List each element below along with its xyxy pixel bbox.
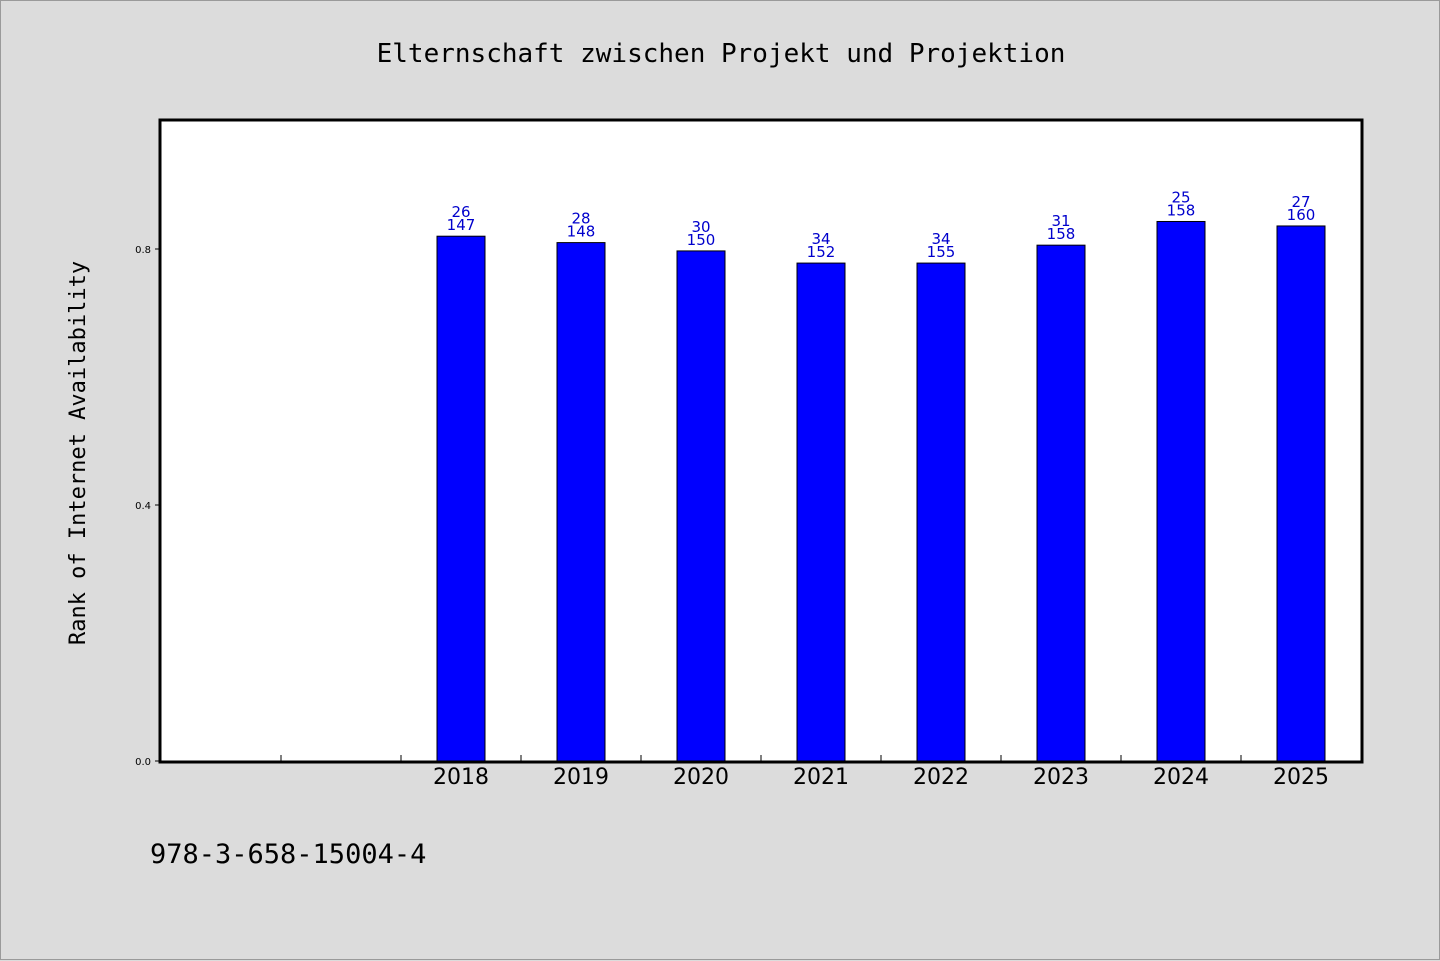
x-tick-label: 2024 (1153, 765, 1209, 790)
bar-value-label-top: 34 (811, 230, 830, 248)
x-tick-label: 2025 (1273, 765, 1329, 790)
bar (1276, 225, 1326, 762)
x-tick-label: 2018 (433, 765, 489, 790)
bar (1156, 220, 1206, 762)
x-tick-label: 2023 (1033, 765, 1089, 790)
axis-ticks: 0.0 0.4 0.8 2018 2019 2020 2021 2022 2023 2024 202… (135, 245, 1329, 790)
x-tick-label: 2021 (793, 765, 849, 790)
x-tick-label: 2019 (553, 765, 609, 790)
bar-value-label-bottom: 152 (807, 243, 836, 261)
bar (1036, 244, 1086, 762)
x-tick-label: 2020 (673, 765, 729, 790)
bar-value-label-top: 25 (1171, 188, 1190, 206)
bar-value-label-bottom: 155 (927, 243, 956, 261)
bar-value-label-bottom: 160 (1287, 206, 1316, 224)
bar-value-label-bottom: 158 (1047, 225, 1076, 243)
y-tick-label: 0.4 (135, 501, 151, 512)
plot-frame (158, 118, 1364, 764)
bar-value-label-bottom: 147 (447, 216, 476, 234)
y-tick-label: 0.0 (135, 757, 151, 768)
bar-value-label-top: 26 (451, 203, 470, 221)
bar-value-label-top: 34 (931, 230, 950, 248)
bar (676, 250, 726, 762)
chart-title: Elternschaft zwischen Projekt und Projek… (377, 39, 1066, 69)
bar-value-label-top: 30 (691, 218, 710, 236)
bar-value-label-bottom: 158 (1167, 201, 1196, 219)
bar (436, 235, 486, 762)
bar-value-label-bottom: 148 (567, 223, 596, 241)
isbn-footer: 978-3-658-15004-4 (150, 839, 426, 870)
bar (916, 262, 966, 762)
y-tick-label: 0.8 (135, 245, 151, 256)
bar (796, 262, 846, 762)
bar (556, 242, 606, 762)
bar-value-label-bottom: 150 (687, 231, 716, 249)
x-tick-label: 2022 (913, 765, 969, 790)
bar-value-label-top: 27 (1291, 193, 1310, 211)
y-axis-label: Rank of Internet Availability (66, 261, 91, 645)
bar-value-label-top: 28 (571, 210, 590, 228)
bar-value-label-top: 31 (1051, 212, 1070, 230)
